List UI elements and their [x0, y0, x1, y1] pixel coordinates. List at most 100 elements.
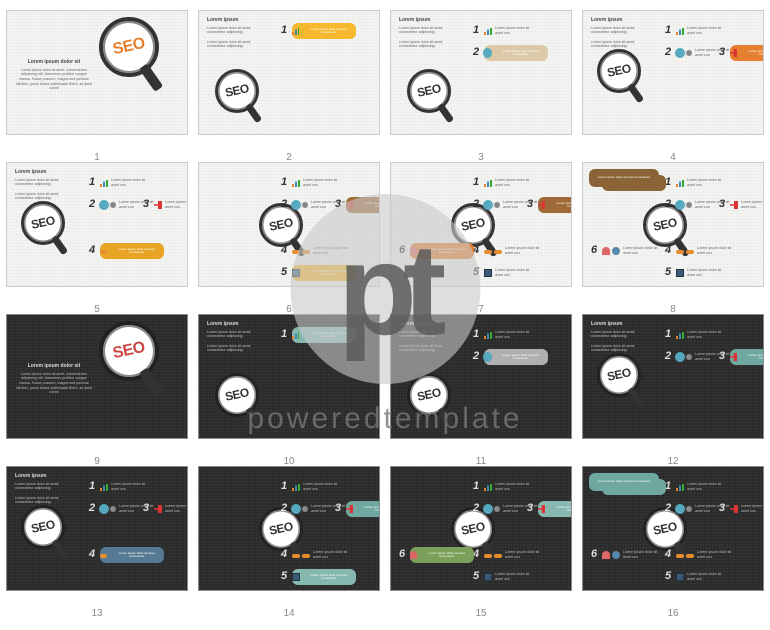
item-icons [730, 201, 738, 209]
item-caption: Lorem ipsum dolor sit amet con [495, 482, 535, 491]
slide-cell[interactable]: SEO1Lorem ipsum dolor sit amet con2Lorem… [582, 466, 764, 606]
item-caption: Lorem ipsum dolor sit amet con [165, 200, 188, 209]
slide-cell[interactable]: SEOLorem ipsumLorem ipsum dolor sit amet… [198, 314, 380, 454]
chart-icon [100, 179, 108, 187]
list-item: 4Lorem ipsum dolor sit amet con [279, 545, 353, 565]
list-item: 3Lorem ipsum dolor sit amet consectetur [717, 43, 764, 63]
list-item: 3Lorem ipsum dolor sit amet con [141, 499, 188, 519]
screen-icon [676, 573, 684, 581]
magnifier-icon: SEO [597, 353, 641, 409]
slide-cell[interactable]: SEOLorem ipsumLorem ipsum dolor sit amet… [582, 10, 764, 150]
slide-thumbnail[interactable]: SEOLorem ipsum dolor sitLorem ipsum dolo… [6, 314, 188, 439]
list-item: 4Lorem ipsum dolor sit amet con [663, 545, 737, 565]
slide-thumbnail[interactable]: SEOLorem ipsumLorem ipsum dolor sit amet… [6, 466, 188, 591]
slide-thumbnail[interactable]: SEO1Lorem ipsum dolor sit amet con2Lorem… [582, 162, 764, 287]
slide-thumbnail[interactable]: SEO1Lorem ipsum dolor sit amet con2Lorem… [582, 466, 764, 591]
item-number: 2 [87, 198, 97, 212]
chart-icon [484, 331, 492, 339]
item-number: 1 [471, 24, 481, 38]
link-icon [292, 554, 300, 558]
item-number: 1 [663, 328, 673, 342]
item-number: 1 [471, 480, 481, 494]
slide-thumbnail[interactable]: SEOLorem ipsumLorem ipsum dolor sit amet… [198, 10, 380, 135]
item-caption: Lorem ipsum dolor sit amet con [495, 330, 535, 339]
item-number: 3 [525, 198, 535, 212]
highlight-box: Lorem ipsum dolor sit amet consectetur [410, 243, 474, 259]
list-item: 3Lorem ipsum dolor sit amet consectetur [525, 195, 572, 215]
item-caption: Lorem ipsum dolor sit amet con [697, 246, 737, 255]
item-caption: Lorem ipsum dolor sit amet con [303, 482, 343, 491]
item-caption: Lorem ipsum dolor sit amet con [697, 550, 737, 559]
item-number: 2 [279, 502, 289, 516]
list-item: 4Lorem ipsum dolor sit amet con [663, 241, 737, 261]
slide-thumbnail[interactable]: SEOLorem ipsum dolor sitLorem ipsum dolo… [6, 10, 188, 135]
slide-thumbnail[interactable]: SEOLorem ipsumLorem ipsum dolor sit amet… [198, 314, 380, 439]
seo-label: SEO [224, 385, 250, 405]
slide-cell[interactable]: SEOLorem ipsum dolor sitLorem ipsum dolo… [6, 10, 188, 150]
item-icons [292, 505, 308, 513]
slide-thumbnail[interactable]: SEOLorem ipsumLorem ipsum dolor sit amet… [582, 10, 764, 135]
list-item: 1Lorem ipsum dolor sit amet con [279, 173, 343, 193]
list-item: 3Lorem ipsum dolor sit amet consectetur [717, 347, 764, 367]
item-icons [292, 201, 308, 209]
gear-icon [676, 505, 684, 513]
slide-thumbnail[interactable]: SEO1Lorem ipsum dolor sit amet con2Lorem… [390, 162, 572, 287]
slide-thumbnail[interactable]: SEOLorem ipsumLorem ipsum dolor sit amet… [390, 10, 572, 135]
slide-thumbnail[interactable]: SEO1Lorem ipsum dolor sit amet con2Lorem… [198, 466, 380, 591]
gear-icon [484, 49, 491, 57]
list-item: 1Lorem ipsum dolor sit amet consectetur [279, 21, 356, 41]
gear-icon [292, 201, 300, 209]
item-caption: Lorem ipsum dolor sit amet con [111, 482, 151, 491]
slide-thumbnail[interactable]: SEOLorem ipsumLorem ipsum dolor sit amet… [582, 314, 764, 439]
slide-thumbnail[interactable]: SEOLorem ipsumLorem ipsum dolor sit amet… [6, 162, 188, 287]
list-item: 3Lorem ipsum dolor sit amet consectetur [333, 499, 380, 519]
slide-thumbnail[interactable]: SEO1Lorem ipsum dolor sit amet con2Lorem… [390, 466, 572, 591]
list-item: 6Lorem ipsum dolor sit amet consectetur [397, 241, 474, 261]
item-icons [154, 201, 162, 209]
slide-cell[interactable]: SEO1Lorem ipsum dolor sit amet con2Lorem… [198, 466, 380, 606]
slide-cell[interactable]: SEOLorem ipsumLorem ipsum dolor sit amet… [582, 314, 764, 454]
slide-cell[interactable]: SEOLorem ipsumLorem ipsum dolor sit amet… [6, 466, 188, 606]
slide-cell[interactable]: SEOLorem ipsumLorem ipsum dolor sit amet… [6, 162, 188, 302]
highlight-box-text: Lorem ipsum dolor sit amet consectetur [739, 50, 764, 57]
slide-cell[interactable]: SEOLorem ipsumLorem ipsum dolor sit amet… [390, 314, 572, 454]
list-item: 5Lorem ipsum dolor sit amet consectetur [279, 567, 356, 587]
person-icon [410, 551, 417, 559]
seo-label: SEO [416, 81, 442, 101]
seo-label: SEO [224, 81, 250, 101]
gear2-icon [494, 202, 500, 208]
key-icon [730, 505, 738, 513]
item-caption: Lorem ipsum dolor sit amet con [687, 178, 727, 187]
magnifier-icon: SEO [21, 505, 65, 561]
slide-cell[interactable]: SEOLorem ipsumLorem ipsum dolor sit amet… [198, 10, 380, 150]
slide-cell[interactable]: SEO1Lorem ipsum dolor sit amet con2Lorem… [582, 162, 764, 302]
slide-thumbnail[interactable]: SEOLorem ipsumLorem ipsum dolor sit amet… [390, 314, 572, 439]
slide-cell[interactable]: SEO1Lorem ipsum dolor sit amet con2Lorem… [390, 466, 572, 606]
item-icons [730, 505, 738, 513]
item-caption: Lorem ipsum dolor sit amet con [687, 572, 727, 581]
item-number: 4 [87, 548, 97, 562]
item-icons [154, 505, 162, 513]
lorem-side: Lorem ipsumLorem ipsum dolor sit amet, c… [15, 473, 77, 505]
chart-icon [484, 179, 492, 187]
highlight-box-text: Lorem ipsum dolor sit amet consectetur [109, 552, 164, 559]
item-icons [484, 27, 492, 35]
item-number: 3 [141, 198, 151, 212]
gear2-icon [686, 202, 692, 208]
slide-cell[interactable]: SEOLorem ipsum dolor sitLorem ipsum dolo… [6, 314, 188, 454]
slide-cell[interactable]: SEOLorem ipsumLorem ipsum dolor sit amet… [390, 10, 572, 150]
key-icon [154, 201, 162, 209]
slide-cell[interactable]: SEO1Lorem ipsum dolor sit amet con2Lorem… [390, 162, 572, 302]
list-item: 3 Lorem ipsum dolor sit amet con [141, 195, 188, 215]
item-caption: Lorem ipsum dolor sit amet con [495, 268, 535, 277]
item-icons [602, 247, 620, 255]
item-icons [292, 248, 310, 254]
item-number: 3 [333, 198, 343, 212]
item-icons [676, 505, 692, 513]
highlight-box-text: Lorem ipsum dolor sit amet consectetur [301, 28, 356, 35]
list-item: 3Lorem ipsum dolor sit amet con [717, 499, 764, 519]
highlight-box-text: Lorem ipsum dolor sit amet consectetur [547, 506, 572, 513]
slide-cell[interactable]: SEO1Lorem ipsum dolor sit amet con2Lorem… [198, 162, 380, 302]
slide-thumbnail[interactable]: SEO1Lorem ipsum dolor sit amet con2Lorem… [198, 162, 380, 287]
magnifier-icon: SEO [21, 201, 65, 257]
